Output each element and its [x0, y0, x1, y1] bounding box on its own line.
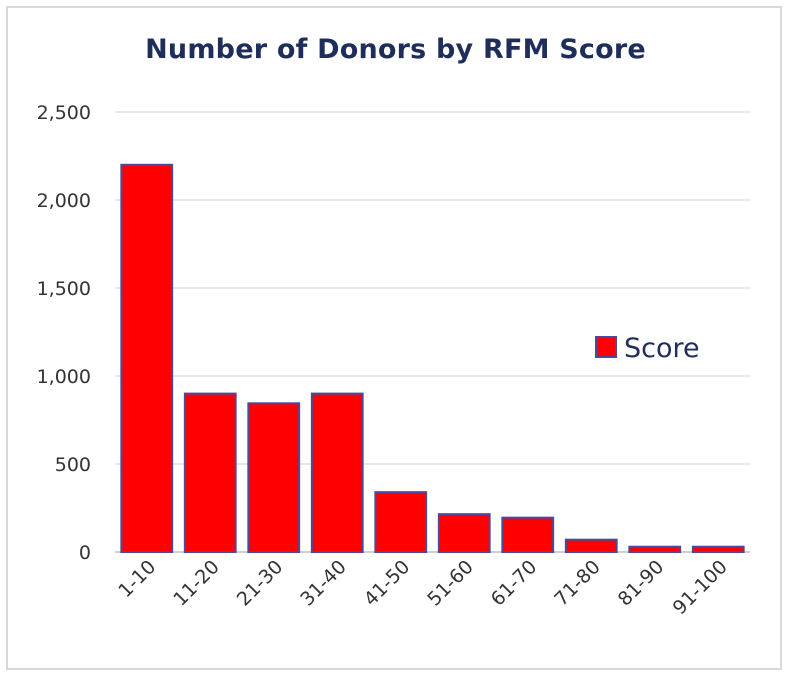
x-tick-label: 41-50	[360, 556, 415, 611]
bar-31-40	[310, 392, 364, 553]
x-tick-label: 1-10	[114, 556, 160, 602]
bar-91-100	[691, 545, 745, 553]
bar-41-50	[374, 491, 428, 554]
legend-label: Score	[624, 333, 700, 364]
bar-51-60	[437, 513, 491, 553]
y-axis-ticks: 0 500 1,000 1,500 2,000 2,500	[37, 102, 91, 564]
x-tick-label: 81-90	[614, 556, 669, 611]
x-tick-label: 11-20	[169, 556, 224, 611]
bar-61-70	[501, 516, 555, 553]
x-tick-label: 71-80	[550, 556, 605, 611]
bar-21-30	[247, 402, 301, 553]
legend-swatch	[595, 336, 617, 358]
y-tick-label: 1,000	[37, 366, 91, 388]
bar-1-10	[120, 163, 174, 554]
y-tick-label: 2,000	[37, 190, 91, 212]
x-axis-ticks: 1-10 11-20 21-30 31-40 41-50 51-60 61-70 71-80 8…	[114, 556, 732, 619]
bar-11-20	[183, 392, 237, 553]
y-tick-label: 2,500	[37, 102, 91, 124]
x-tick-label: 21-30	[233, 556, 288, 611]
bar-81-90	[628, 545, 682, 553]
legend: Score	[595, 333, 700, 364]
x-tick-label: 51-60	[423, 556, 478, 611]
y-tick-label: 1,500	[37, 278, 91, 300]
x-tick-label: 31-40	[296, 556, 351, 611]
x-tick-label: 91-100	[669, 556, 732, 619]
bars	[120, 163, 745, 554]
chart-title: Number of Donors by RFM Score	[145, 34, 646, 65]
bar-71-80	[564, 538, 618, 553]
y-tick-label: 0	[79, 542, 91, 564]
x-tick-label: 61-70	[487, 556, 542, 611]
y-tick-label: 500	[55, 454, 91, 476]
